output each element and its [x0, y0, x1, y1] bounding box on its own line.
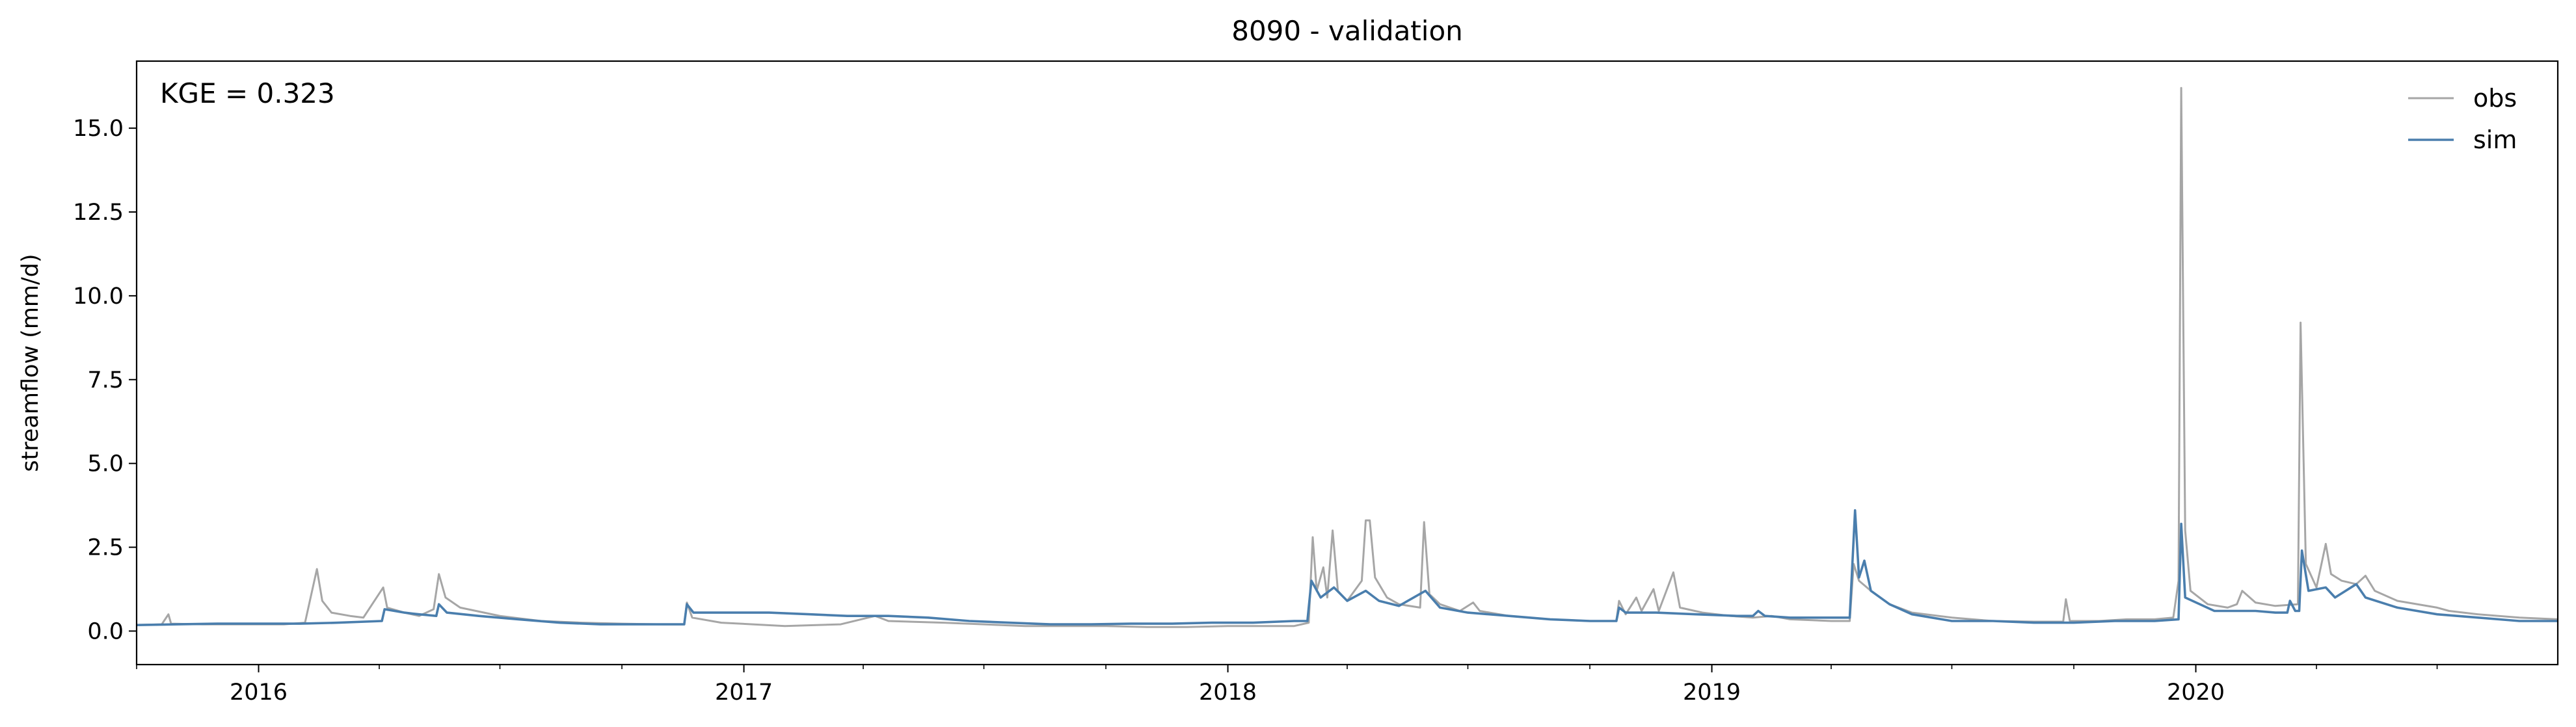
x-tick-label: 2016	[230, 680, 288, 706]
legend-label-obs: obs	[2473, 84, 2517, 112]
x-tick-label: 2019	[1683, 680, 1741, 706]
y-tick-label: 0.0	[87, 618, 124, 644]
chart-title: 8090 - validation	[1231, 15, 1463, 47]
y-tick-label: 5.0	[87, 451, 124, 477]
y-tick-label: 7.5	[87, 367, 124, 393]
legend: obs sim	[2408, 84, 2517, 154]
x-tick-label: 2020	[2167, 680, 2225, 706]
series-line-sim	[136, 509, 2558, 626]
legend-label-sim: sim	[2473, 126, 2517, 154]
x-tick-label: 2017	[715, 680, 773, 706]
y-tick-label: 10.0	[73, 284, 124, 310]
kge-annotation: KGE = 0.323	[160, 77, 335, 109]
y-axis-title: streamflow (mm/d)	[18, 254, 44, 471]
y-tick-label: 12.5	[73, 200, 124, 226]
plot-frame	[135, 60, 2559, 666]
plot-area: 0.0 2.5 5.0 7.5 10.0 12.5 15.0 2016 2017 2018 2019…	[73, 60, 2559, 706]
axes-layer: 0.0 2.5 5.0 7.5 10.0 12.5 15.0 2016 2017 2018 2019…	[73, 60, 2559, 706]
y-tick-label: 15.0	[73, 116, 124, 142]
y-tick-label: 2.5	[87, 535, 124, 561]
series-layer	[136, 86, 2558, 628]
series-line-obs	[136, 86, 2558, 628]
x-tick-label: 2018	[1199, 680, 1257, 706]
